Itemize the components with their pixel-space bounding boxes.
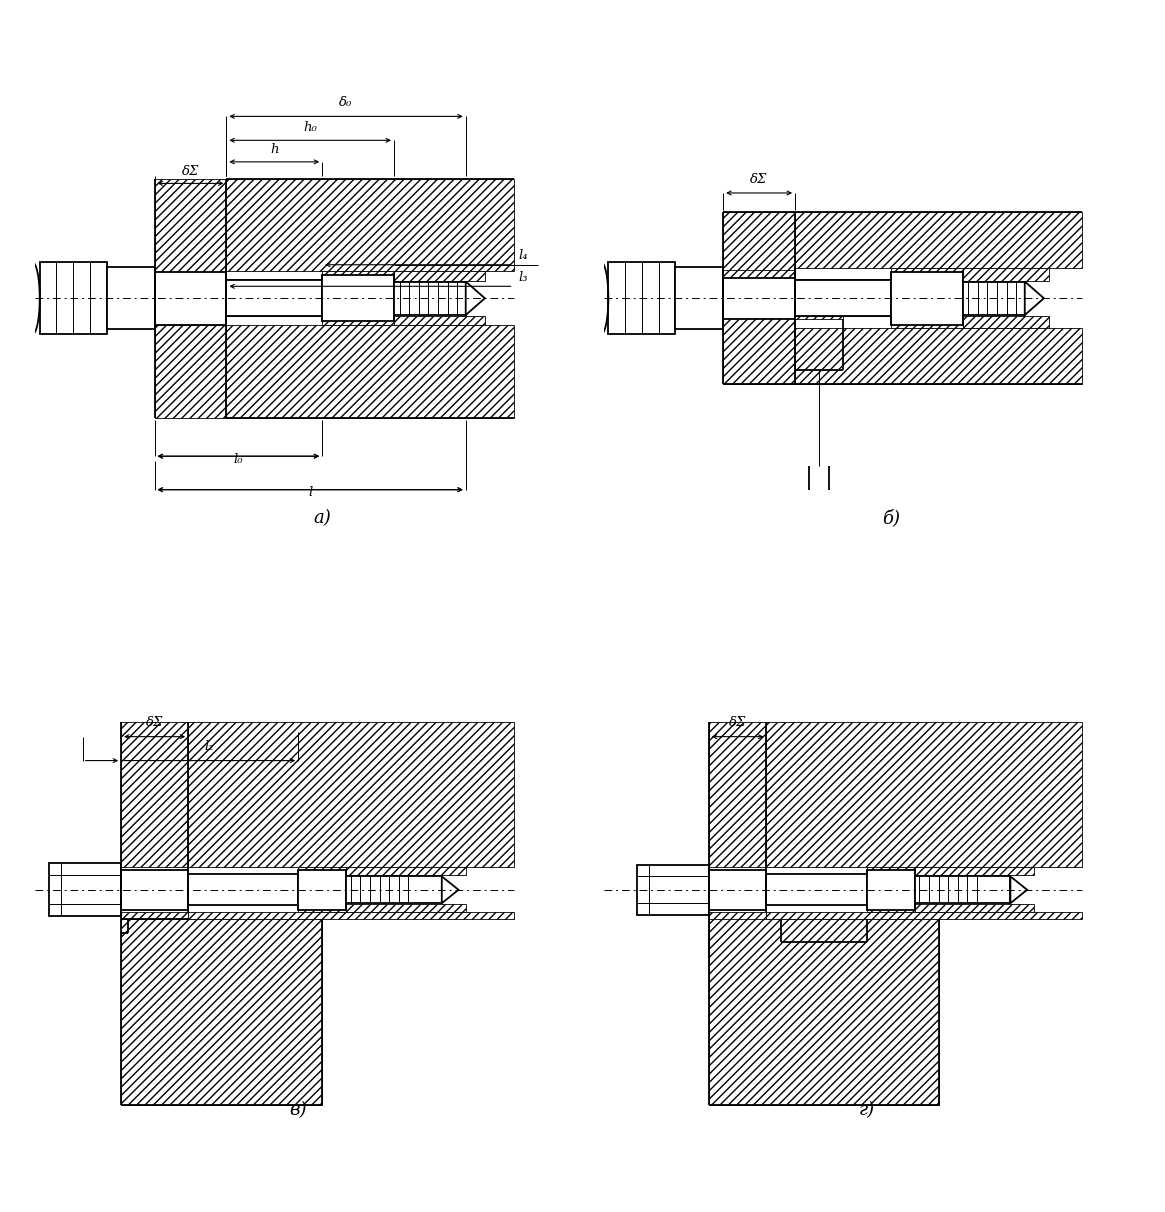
Polygon shape [795,212,1082,268]
Polygon shape [323,271,394,279]
Polygon shape [1025,281,1044,315]
Text: l₀: l₀ [233,453,243,465]
Polygon shape [891,318,962,328]
Polygon shape [188,913,514,919]
Polygon shape [637,865,708,915]
Polygon shape [121,919,323,1105]
Polygon shape [676,267,723,330]
Text: δΣ: δΣ [146,716,163,730]
Polygon shape [915,876,1010,903]
Polygon shape [394,281,466,315]
Text: б): б) [882,509,899,527]
Polygon shape [346,876,442,903]
Polygon shape [723,278,891,319]
Polygon shape [915,904,1035,913]
Polygon shape [121,722,188,868]
Polygon shape [155,271,323,325]
Polygon shape [795,279,842,319]
Polygon shape [867,868,915,874]
Polygon shape [40,262,107,335]
Polygon shape [121,913,188,919]
Text: δΣ: δΣ [182,165,199,178]
Polygon shape [723,269,795,319]
Text: l₂: l₂ [205,741,214,754]
Polygon shape [323,318,394,325]
Text: в): в) [289,1100,306,1119]
Polygon shape [394,316,485,325]
Polygon shape [346,904,466,913]
Text: а): а) [313,509,331,527]
Polygon shape [795,328,1082,384]
Polygon shape [891,271,962,325]
Text: h: h [270,143,278,156]
Polygon shape [962,268,1048,280]
Polygon shape [1010,876,1028,903]
Text: l₄: l₄ [518,250,528,262]
Polygon shape [466,281,485,315]
Polygon shape [891,268,962,279]
Polygon shape [867,907,915,913]
Polygon shape [915,868,1035,875]
Polygon shape [442,876,459,903]
Polygon shape [49,863,121,916]
Text: г): г) [859,1100,875,1119]
Polygon shape [767,913,1082,919]
Polygon shape [298,868,346,874]
Polygon shape [226,325,514,418]
Polygon shape [723,212,795,278]
Text: δΣ: δΣ [729,716,747,730]
Polygon shape [708,870,767,910]
Polygon shape [795,280,891,316]
Polygon shape [346,868,466,875]
Polygon shape [867,870,915,910]
Polygon shape [298,907,346,913]
Polygon shape [767,722,1082,868]
Polygon shape [121,870,188,910]
Polygon shape [723,298,795,384]
Text: l₃: l₃ [518,271,528,284]
Polygon shape [962,316,1048,328]
Polygon shape [298,870,346,910]
Polygon shape [962,281,1025,315]
Polygon shape [155,325,226,418]
Polygon shape [155,178,226,271]
Polygon shape [708,919,939,1105]
Polygon shape [608,262,676,335]
Polygon shape [708,913,767,957]
Polygon shape [708,722,767,868]
Text: δ₀: δ₀ [339,96,353,109]
Polygon shape [394,271,485,280]
Text: l: l [308,486,312,499]
Polygon shape [226,178,514,271]
Polygon shape [323,275,394,321]
Polygon shape [188,875,298,905]
Polygon shape [188,722,514,868]
Text: δΣ: δΣ [750,173,768,185]
Polygon shape [226,280,323,316]
Polygon shape [767,875,867,905]
Polygon shape [107,267,155,330]
Text: h₀: h₀ [303,121,317,135]
